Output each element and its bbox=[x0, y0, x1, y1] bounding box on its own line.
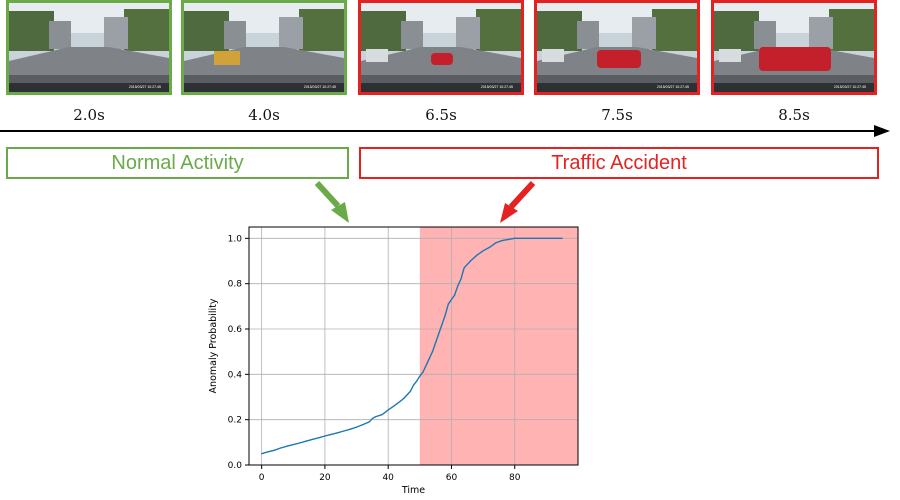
data-point bbox=[444, 314, 446, 316]
data-point bbox=[416, 380, 418, 382]
data-point bbox=[428, 357, 430, 360]
data-point bbox=[267, 451, 269, 453]
data-point bbox=[441, 323, 443, 326]
data-point bbox=[412, 384, 415, 386]
x-tick-label: 40 bbox=[382, 473, 394, 483]
data-point bbox=[261, 453, 263, 455]
traffic-accident-label: Traffic Accident bbox=[551, 151, 687, 174]
data-point bbox=[374, 416, 377, 418]
dashcam-frame-2-0s: 2015/03/27 10:27:45 bbox=[6, 0, 172, 95]
data-point bbox=[457, 285, 459, 287]
data-point bbox=[469, 260, 472, 262]
svg-text:2015/03/27 10:27:45: 2015/03/27 10:27:45 bbox=[129, 85, 161, 89]
data-point bbox=[292, 444, 294, 446]
x-tick-label: 0 bbox=[259, 473, 265, 483]
data-point bbox=[299, 442, 301, 444]
timeline-arrow bbox=[0, 125, 890, 137]
y-tick-label: 0.2 bbox=[228, 416, 242, 426]
svg-text:2015/03/27 10:27:45: 2015/03/27 10:27:45 bbox=[481, 85, 513, 89]
data-point bbox=[336, 432, 339, 434]
data-point bbox=[409, 390, 411, 392]
data-point bbox=[422, 371, 424, 373]
data-point bbox=[311, 438, 313, 440]
data-point bbox=[362, 424, 364, 426]
data-point bbox=[371, 417, 373, 420]
data-point bbox=[460, 278, 462, 280]
plot-frame bbox=[248, 226, 579, 466]
y-axis-label: Anomaly Probability bbox=[208, 298, 219, 393]
dashcam-frame-7-5s: 2015/03/27 10:27:45 bbox=[534, 0, 700, 95]
x-tick-label: 20 bbox=[319, 473, 331, 483]
frame-time-label: 8.5s bbox=[778, 106, 810, 124]
data-point bbox=[507, 238, 510, 241]
anomaly-probability-chart: 0 20 40 60 80 0.0 0.2 0.4 0.6 0.8 1.0 Time Anomaly P… bbox=[208, 226, 579, 496]
data-point bbox=[425, 364, 427, 366]
svg-text:2015/03/27 10:27:45: 2015/03/27 10:27:45 bbox=[304, 85, 336, 89]
data-point bbox=[280, 447, 282, 449]
data-point bbox=[406, 394, 408, 396]
y-tick-label: 0.8 bbox=[228, 280, 243, 290]
y-tick-label: 0.0 bbox=[228, 461, 243, 471]
data-point bbox=[384, 411, 386, 414]
frame-time-label: 4.0s bbox=[248, 106, 280, 124]
normal-activity-label: Normal Activity bbox=[111, 151, 244, 174]
data-point bbox=[482, 250, 484, 252]
frame-time-label: 6.5s bbox=[425, 106, 457, 124]
data-point bbox=[349, 428, 351, 430]
data-point bbox=[343, 430, 345, 432]
data-point bbox=[514, 237, 516, 239]
y-tick-label: 0.4 bbox=[228, 370, 243, 380]
data-point bbox=[368, 421, 370, 423]
frame-time-label: 7.5s bbox=[601, 106, 633, 124]
data-point bbox=[476, 254, 478, 256]
data-point bbox=[381, 414, 383, 416]
dashcam-frame-4-0s: 2015/03/27 10:27:45 bbox=[181, 0, 347, 95]
data-point bbox=[529, 237, 532, 239]
y-tick-label: 0.6 bbox=[228, 325, 243, 335]
x-tick-label: 80 bbox=[509, 473, 521, 483]
svg-text:2015/03/27 10:27:45: 2015/03/27 10:27:45 bbox=[657, 85, 689, 89]
x-tick-label: 60 bbox=[446, 473, 458, 483]
data-point bbox=[501, 240, 503, 242]
data-point bbox=[450, 298, 453, 301]
x-axis-label: Time bbox=[401, 485, 425, 496]
data-point bbox=[403, 397, 405, 399]
data-point bbox=[324, 435, 326, 437]
dashcam-frame-8-5s: 2015/03/27 10:27:45 bbox=[711, 0, 877, 95]
data-point bbox=[545, 237, 547, 239]
data-point bbox=[438, 332, 440, 335]
data-point bbox=[435, 342, 437, 344]
data-point bbox=[463, 267, 465, 269]
data-point bbox=[305, 440, 307, 442]
data-point bbox=[317, 437, 320, 439]
data-point bbox=[273, 449, 275, 451]
data-point bbox=[419, 375, 421, 377]
traffic-accident-box: Traffic Accident bbox=[359, 147, 879, 179]
svg-text:2015/03/27 10:27:45: 2015/03/27 10:27:45 bbox=[834, 85, 866, 89]
data-point bbox=[447, 303, 449, 305]
dashcam-frame-6-5s: 2015/03/27 10:27:45 bbox=[358, 0, 524, 95]
data-point bbox=[400, 400, 402, 402]
data-point bbox=[355, 426, 358, 428]
data-point bbox=[454, 294, 456, 296]
normal-activity-box: Normal Activity bbox=[6, 147, 349, 179]
data-point bbox=[286, 445, 288, 447]
data-point bbox=[488, 246, 491, 248]
data-point bbox=[431, 351, 434, 353]
data-point bbox=[393, 405, 396, 407]
y-tick-label: 1.0 bbox=[228, 234, 243, 244]
data-point bbox=[561, 237, 563, 239]
accident-highlight-span bbox=[419, 227, 578, 465]
frame-time-label: 2.0s bbox=[73, 106, 105, 124]
data-point bbox=[330, 433, 332, 435]
data-point bbox=[387, 409, 389, 411]
anomaly-probability-line bbox=[261, 237, 563, 455]
data-point bbox=[495, 242, 497, 244]
